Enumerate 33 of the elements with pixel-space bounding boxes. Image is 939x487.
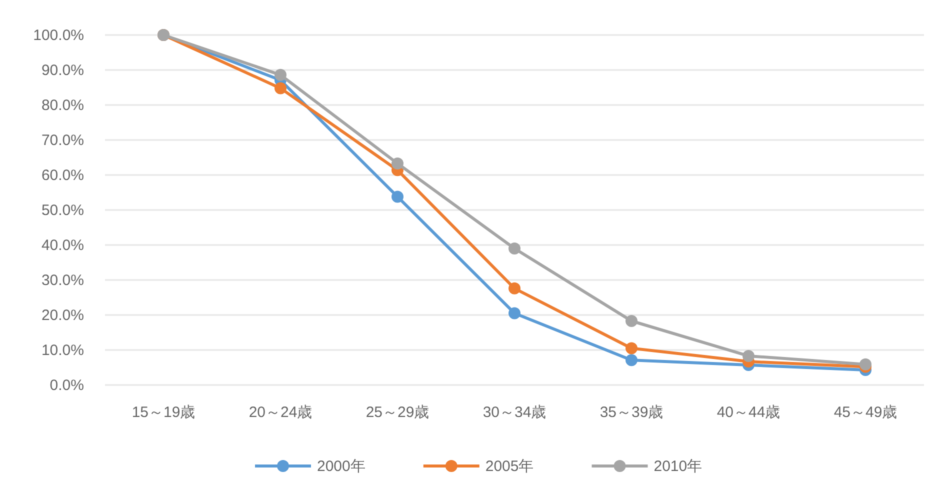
- x-tick-label: 35～39歳: [600, 404, 664, 421]
- y-tick-label: 40.0%: [41, 237, 84, 254]
- point: [742, 350, 754, 362]
- x-tick-label: 40～44歳: [716, 404, 780, 421]
- y-tick-label: 70.0%: [41, 132, 84, 149]
- y-tick-label: 60.0%: [41, 167, 84, 184]
- point: [860, 358, 872, 370]
- point: [508, 307, 520, 320]
- legend-label: 2010年: [654, 458, 702, 475]
- point: [508, 242, 520, 254]
- point: [274, 82, 286, 94]
- x-tick-label: 45～49歳: [834, 404, 898, 421]
- y-tick-label: 30.0%: [41, 272, 84, 289]
- x-tick-label: 20～24歳: [248, 404, 312, 421]
- y-tick-label: 50.0%: [41, 202, 84, 219]
- x-tick-label: 30～34歳: [482, 404, 546, 421]
- y-tick-label: 10.0%: [41, 342, 84, 359]
- y-tick-label: 100.0%: [33, 27, 84, 44]
- x-tick-label: 25～29歳: [366, 404, 430, 421]
- point: [392, 157, 404, 170]
- y-tick-label: 90.0%: [41, 62, 84, 79]
- point: [508, 282, 520, 294]
- point: [274, 68, 286, 81]
- point: [392, 190, 404, 203]
- y-tick-label: 80.0%: [41, 97, 84, 114]
- point: [626, 354, 638, 366]
- point: [626, 314, 638, 327]
- legend-label: 2000年: [317, 458, 366, 475]
- y-tick-label: 20.0%: [41, 307, 84, 324]
- y-tick-label: 0.0%: [50, 377, 84, 394]
- point: [626, 342, 638, 354]
- x-tick-label: 15～19歳: [132, 404, 196, 421]
- legend-label: 2005年: [485, 458, 534, 475]
